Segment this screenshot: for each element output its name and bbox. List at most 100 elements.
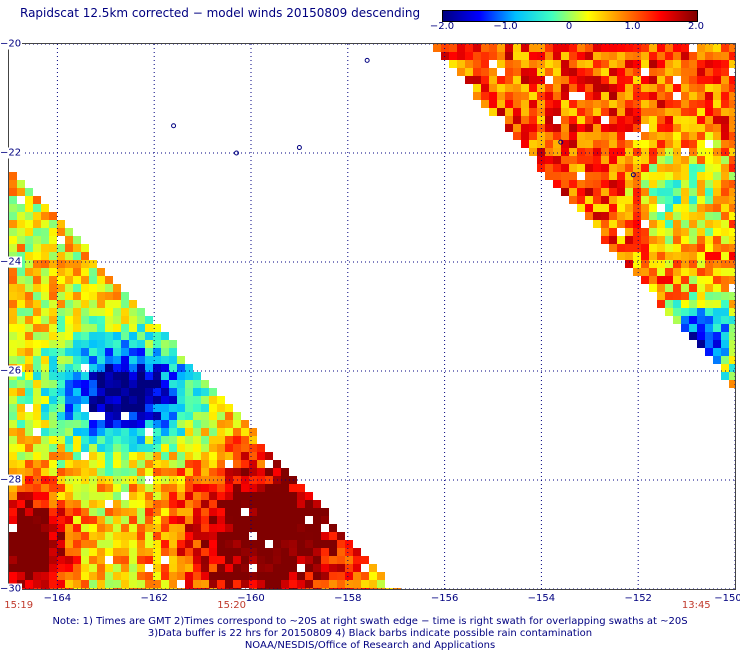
wind-cell: [9, 388, 17, 396]
wind-cell: [161, 548, 169, 556]
wind-cell: [137, 396, 145, 404]
wind-cell: [593, 220, 601, 228]
wind-cell: [49, 356, 57, 364]
wind-cell: [41, 300, 49, 308]
wind-cell: [577, 196, 585, 204]
wind-cell: [593, 52, 601, 60]
wind-cell: [489, 84, 497, 92]
longitude-label: −164: [43, 593, 72, 604]
wind-cell: [89, 364, 97, 372]
wind-cell: [249, 460, 257, 468]
wind-cell: [105, 484, 113, 492]
wind-cell: [97, 524, 105, 532]
wind-cell: [145, 420, 153, 428]
wind-cell: [217, 532, 225, 540]
wind-cell: [217, 572, 225, 580]
wind-cell: [657, 92, 665, 100]
wind-cell: [25, 532, 33, 540]
wind-cell: [49, 308, 57, 316]
wind-cell: [225, 564, 233, 572]
wind-cell: [649, 52, 657, 60]
wind-cell: [273, 524, 281, 532]
wind-cell: [9, 172, 17, 180]
wind-cell: [49, 228, 57, 236]
wind-cell: [57, 508, 65, 516]
wind-cell: [193, 388, 201, 396]
wind-cell: [633, 92, 641, 100]
wind-cell: [289, 532, 297, 540]
wind-cell: [713, 284, 721, 292]
wind-cell: [89, 564, 97, 572]
wind-cell: [121, 340, 129, 348]
wind-cell: [273, 548, 281, 556]
wind-cell: [145, 444, 153, 452]
wind-cell: [49, 580, 57, 588]
island-outline: [364, 57, 370, 63]
wind-cell: [65, 572, 73, 580]
wind-cell: [177, 492, 185, 500]
wind-cell: [617, 60, 625, 68]
wind-cell: [153, 452, 161, 460]
wind-cell: [57, 516, 65, 524]
wind-cell: [481, 84, 489, 92]
wind-cell: [585, 124, 593, 132]
wind-cell: [505, 60, 513, 68]
wind-cell: [169, 516, 177, 524]
wind-cell: [617, 244, 625, 252]
wind-cell: [713, 212, 721, 220]
wind-cell: [585, 132, 593, 140]
wind-cell: [57, 276, 65, 284]
wind-cell: [129, 300, 137, 308]
wind-cell: [73, 412, 81, 420]
wind-cell: [337, 564, 345, 572]
wind-cell: [577, 76, 585, 84]
wind-cell: [729, 356, 735, 364]
wind-cell: [729, 140, 735, 148]
wind-cell: [697, 316, 705, 324]
wind-cell: [529, 52, 537, 60]
wind-cell: [257, 460, 265, 468]
wind-cell: [9, 436, 17, 444]
wind-cell: [233, 428, 241, 436]
wind-cell: [177, 428, 185, 436]
wind-cell: [481, 44, 489, 52]
wind-cell: [345, 540, 353, 548]
wind-cell: [233, 556, 241, 564]
wind-cell: [73, 388, 81, 396]
wind-cell: [137, 340, 145, 348]
wind-cell: [169, 380, 177, 388]
wind-cell: [161, 524, 169, 532]
wind-cell: [729, 204, 735, 212]
wind-cell: [233, 580, 241, 588]
wind-cell: [225, 452, 233, 460]
wind-cell: [665, 180, 673, 188]
wind-cell: [129, 524, 137, 532]
wind-cell: [657, 164, 665, 172]
wind-cell: [673, 252, 681, 260]
wind-cell: [697, 324, 705, 332]
wind-cell: [201, 388, 209, 396]
wind-cell: [233, 516, 241, 524]
wind-cell: [41, 236, 49, 244]
wind-cell: [129, 348, 137, 356]
wind-cell: [569, 196, 577, 204]
wind-cell: [577, 52, 585, 60]
wind-cell: [105, 396, 113, 404]
wind-cell: [89, 452, 97, 460]
wind-cell: [97, 468, 105, 476]
wind-cell: [713, 116, 721, 124]
wind-cell: [65, 284, 73, 292]
wind-cell: [729, 108, 735, 116]
wind-cell: [185, 444, 193, 452]
wind-cell: [129, 460, 137, 468]
wind-cell: [161, 500, 169, 508]
wind-cell: [593, 196, 601, 204]
wind-cell: [137, 524, 145, 532]
wind-cell: [249, 508, 257, 516]
wind-cell: [201, 580, 209, 588]
wind-cell: [313, 516, 321, 524]
wind-cell: [321, 540, 329, 548]
wind-cell: [625, 180, 633, 188]
wind-cell: [81, 316, 89, 324]
wind-cell: [633, 260, 641, 268]
